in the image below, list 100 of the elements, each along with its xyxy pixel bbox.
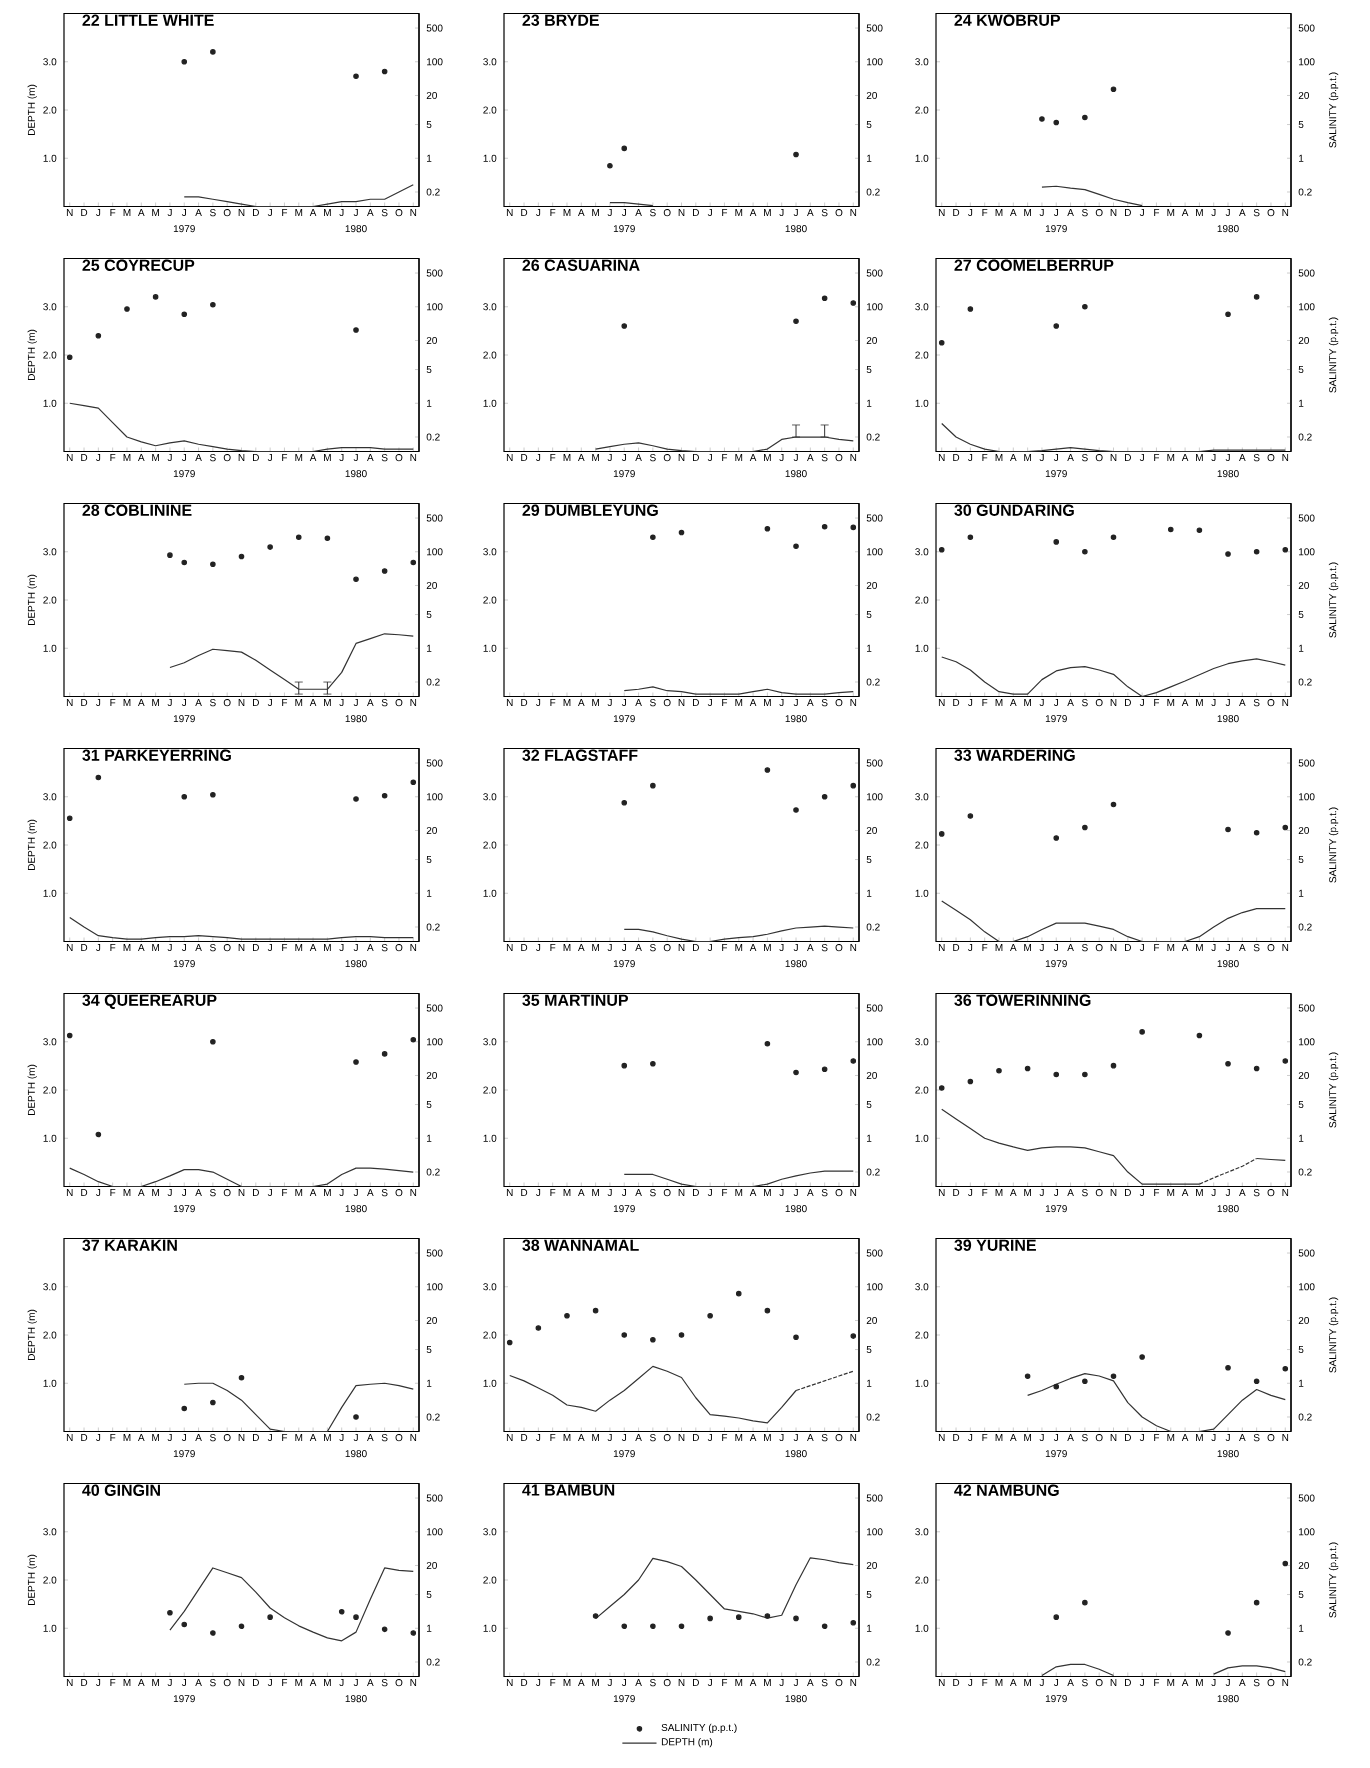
text: 1980 bbox=[1217, 470, 1239, 478]
x-tick-label: M bbox=[1024, 699, 1031, 706]
x-tick-label: S bbox=[381, 1189, 388, 1197]
x-tick-label: J bbox=[1053, 1434, 1059, 1442]
y-tick-label: 2.0 bbox=[483, 351, 497, 359]
x-tick-label: D bbox=[1125, 209, 1131, 216]
y2-axis-title: SALINITY (p.p.t.) bbox=[1328, 1052, 1339, 1128]
text: 1979 bbox=[613, 1205, 635, 1213]
point bbox=[621, 145, 628, 152]
x-tick-label: O bbox=[1267, 454, 1275, 462]
x-tick-label: N bbox=[506, 454, 513, 461]
text: 1979 bbox=[1045, 715, 1067, 723]
x-tick-label: M bbox=[563, 699, 571, 706]
x-tick-label: A bbox=[137, 1189, 145, 1196]
chart-title: 24 KWOBRUP bbox=[954, 14, 1061, 26]
y2-tick-label: 500 bbox=[866, 1004, 883, 1012]
y-tick-label: 1.0 bbox=[43, 644, 57, 652]
x-tick-label: J bbox=[339, 454, 344, 462]
x-tick-label: N bbox=[850, 699, 857, 706]
x-tick-label: J bbox=[779, 1189, 784, 1197]
chart-title: 42 NAMBUNG bbox=[954, 1484, 1059, 1496]
x-tick-label: O bbox=[395, 1434, 403, 1442]
x-tick-label: A bbox=[1010, 209, 1017, 216]
point bbox=[381, 1626, 388, 1633]
y-tick-label: 2.0 bbox=[483, 596, 497, 604]
y2-tick-label: 100 bbox=[427, 1038, 443, 1046]
y2-tick-label: 1 bbox=[427, 399, 432, 407]
x-tick-label: N bbox=[678, 699, 685, 706]
x-tick-label: M bbox=[592, 944, 599, 951]
y2-tick-label: 100 bbox=[427, 793, 443, 801]
y2-tick-label: 100 bbox=[427, 548, 443, 556]
x-tick-label: N bbox=[66, 454, 73, 461]
x-tick-label: O bbox=[663, 944, 671, 952]
y-tick-label: 3.0 bbox=[43, 1283, 57, 1291]
y2-tick-label: 1 bbox=[1299, 889, 1304, 897]
x-tick-label: M bbox=[295, 209, 303, 216]
y-tick-label: 3.0 bbox=[43, 1528, 57, 1536]
x-tick-label: D bbox=[253, 1679, 259, 1686]
x-tick-label: J bbox=[353, 944, 358, 952]
point bbox=[238, 553, 245, 560]
x-tick-label: F bbox=[1154, 1434, 1160, 1441]
x-tick-label: F bbox=[722, 1679, 728, 1686]
point bbox=[210, 791, 216, 798]
x-tick-label: M bbox=[563, 1679, 571, 1686]
y2-tick-label: 0.2 bbox=[866, 1658, 880, 1666]
x-tick-label: A bbox=[309, 1189, 317, 1196]
x-tick-label: A bbox=[367, 1189, 374, 1196]
point bbox=[764, 1613, 771, 1619]
x-tick-label: F bbox=[282, 209, 288, 216]
x-tick-label: S bbox=[209, 1189, 216, 1197]
x-tick-label: J bbox=[536, 1189, 541, 1197]
x-tick-label: A bbox=[807, 1189, 814, 1196]
x-tick-label: F bbox=[550, 699, 556, 706]
x-tick-label: J bbox=[96, 1189, 101, 1197]
x-tick-label: M bbox=[295, 1434, 303, 1441]
y2-tick-label: 1 bbox=[867, 154, 872, 162]
x-tick-label: A bbox=[1181, 1434, 1189, 1441]
y-tick-label: 1.0 bbox=[483, 889, 497, 897]
x-tick-label: O bbox=[223, 944, 231, 952]
x-tick-label: J bbox=[1039, 454, 1044, 462]
y-tick-label: 3.0 bbox=[483, 548, 497, 556]
point bbox=[353, 796, 359, 802]
point bbox=[650, 1336, 656, 1343]
point bbox=[938, 546, 945, 553]
y2-tick-label: 0.2 bbox=[426, 1413, 440, 1421]
y2-tick-label: 0.2 bbox=[866, 1413, 880, 1421]
x-tick-label: N bbox=[1110, 1434, 1117, 1441]
x-tick-label: J bbox=[181, 944, 187, 952]
y2-tick-label: 100 bbox=[867, 1283, 883, 1291]
x-tick-label: D bbox=[1125, 1189, 1131, 1196]
y2-tick-label: 100 bbox=[427, 303, 443, 311]
y2-tick-label: 20 bbox=[866, 1561, 878, 1570]
point bbox=[66, 815, 73, 821]
y2-tick-label: 5 bbox=[1298, 1101, 1304, 1109]
x-tick-label: S bbox=[209, 1434, 216, 1442]
point bbox=[1053, 323, 1060, 329]
x-tick-label: O bbox=[1095, 1434, 1103, 1442]
x-tick-label: A bbox=[1181, 699, 1189, 706]
x-tick-label: J bbox=[536, 209, 541, 217]
y2-tick-label: 5 bbox=[426, 1591, 432, 1599]
x-tick-label: F bbox=[550, 1189, 556, 1196]
point bbox=[650, 1623, 656, 1630]
x-tick-label: O bbox=[1267, 209, 1275, 217]
y-axis-title: DEPTH (m) bbox=[27, 1309, 37, 1361]
x-tick-label: J bbox=[793, 1189, 798, 1197]
x-tick-label: S bbox=[209, 209, 216, 217]
x-tick-label: O bbox=[223, 1189, 231, 1197]
x-tick-label: N bbox=[678, 944, 685, 951]
x-tick-label: N bbox=[506, 1189, 513, 1196]
point bbox=[764, 525, 771, 532]
x-tick-label: J bbox=[607, 209, 612, 217]
y-tick-label: 2.0 bbox=[915, 1576, 929, 1584]
x-tick-label: A bbox=[1181, 209, 1189, 216]
x-tick-label: M bbox=[1196, 944, 1203, 951]
x-tick-label: D bbox=[693, 944, 699, 951]
point bbox=[967, 306, 974, 312]
y2-tick-label: 100 bbox=[427, 1283, 443, 1291]
point bbox=[1196, 527, 1203, 533]
point bbox=[621, 1623, 628, 1630]
text: 1979 bbox=[613, 1695, 635, 1703]
